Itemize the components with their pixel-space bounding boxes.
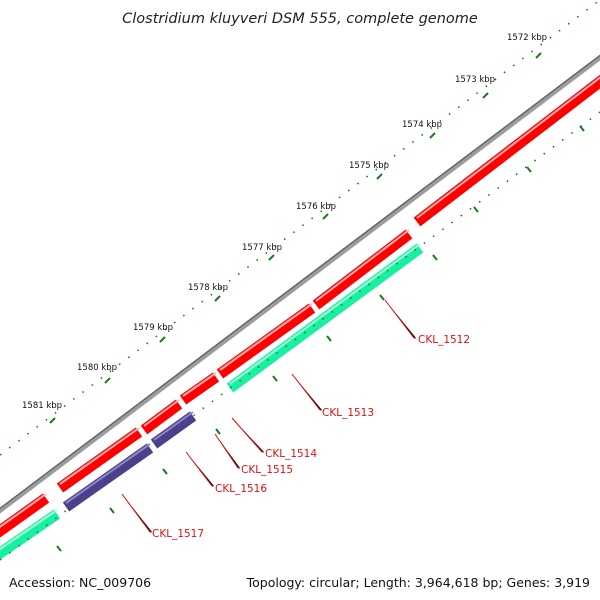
tick-label: 1580 kbp xyxy=(77,363,117,373)
gene-label: CKL_1515 xyxy=(241,464,293,476)
gene-label: CKL_1516 xyxy=(215,483,267,495)
gene-leader-lines xyxy=(121,299,416,533)
tick-label: 1576 kbp xyxy=(296,202,336,212)
tick-label: 1577 kbp xyxy=(242,243,282,253)
cds-feature xyxy=(0,509,61,560)
tick-label: 1573 kbp xyxy=(455,75,495,85)
cds-feature xyxy=(312,229,413,310)
inner-tick-track xyxy=(0,111,600,561)
forward-cds-track xyxy=(0,74,600,538)
gene-label: CKL_1517 xyxy=(152,528,204,540)
cds-feature xyxy=(413,74,600,227)
outer-tick-track xyxy=(0,0,600,456)
major-tick xyxy=(49,52,542,424)
tick-label: 1572 kbp xyxy=(507,33,547,43)
tick-label: 1575 kbp xyxy=(349,161,389,171)
reverse-cds-track xyxy=(0,243,424,560)
tick-label: 1578 kbp xyxy=(188,283,228,293)
tick-label: 1581 kbp xyxy=(22,401,62,411)
cds-feature xyxy=(0,493,50,538)
gene-label: CKL_1512 xyxy=(418,334,470,346)
cds-feature xyxy=(62,443,154,512)
cds-feature xyxy=(216,303,316,379)
tick-label: 1574 kbp xyxy=(402,120,442,130)
cds-feature xyxy=(179,372,220,405)
cds-feature xyxy=(150,411,197,449)
genome-summary: Topology: circular; Length: 3,964,618 bp… xyxy=(246,575,590,590)
cds-feature xyxy=(56,427,143,493)
cds-feature xyxy=(140,399,183,435)
gene-label: CKL_1514 xyxy=(265,448,317,460)
tick-label: 1579 kbp xyxy=(133,323,173,333)
backbone-ring xyxy=(0,54,600,514)
accession-label: Accession: NC_009706 xyxy=(9,575,151,590)
cds-feature xyxy=(226,243,424,393)
genome-title: Clostridium kluyveri DSM 555, complete g… xyxy=(122,11,478,27)
gene-label: CKL_1513 xyxy=(322,407,374,419)
